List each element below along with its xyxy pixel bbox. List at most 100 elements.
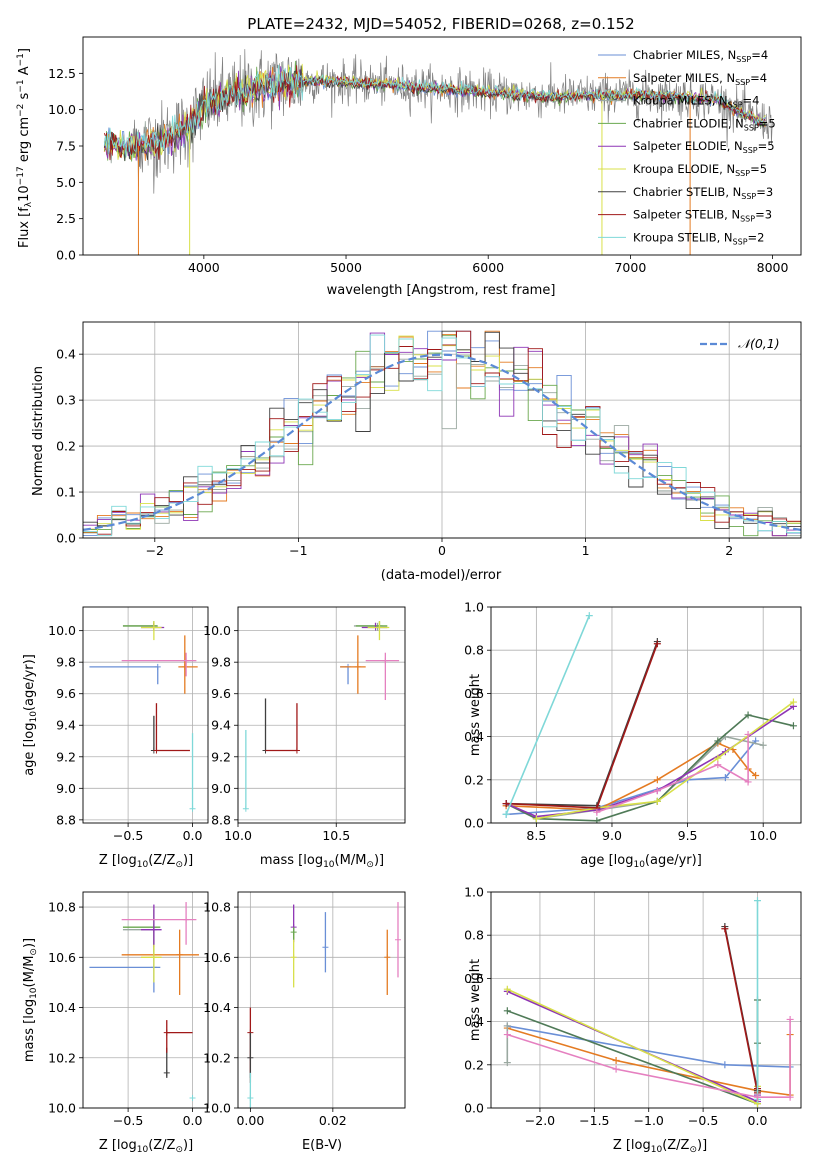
x-tick-label: 4000 xyxy=(188,260,220,275)
error-bar-point xyxy=(361,622,388,631)
mass-weight-series xyxy=(502,612,593,818)
age-vs-z-ylabel: age [log10(age/yr)] xyxy=(22,654,39,776)
x-tick-label: 8.5 xyxy=(526,828,546,843)
y-tick-label: 12.5 xyxy=(48,66,76,81)
residuals-panel: (data-model)/error Normed distribution −… xyxy=(31,321,802,583)
series-point xyxy=(503,985,511,993)
x-tick-label: 0.00 xyxy=(236,1113,264,1128)
error-bar-point xyxy=(353,622,381,631)
massweight-vs-age-panel: age [log10(age/yr)] mass weight 8.5 9.0 9.… xyxy=(464,600,802,870)
spectrum-title: PLATE=2432, MJD=54052, FIBERID=0268, z=0… xyxy=(247,15,634,33)
model-spectrum xyxy=(103,65,766,162)
x-tick-label: 0.0 xyxy=(183,828,203,843)
series-point xyxy=(653,776,661,784)
gaussian-curve xyxy=(83,353,801,531)
y-tick-label: 7.5 xyxy=(56,139,76,154)
residuals-xlabel: (data-model)/error xyxy=(381,568,502,583)
y-tick-label: 1.0 xyxy=(464,600,484,615)
series-point xyxy=(503,1022,511,1030)
y-tick-label: 0.0 xyxy=(56,531,76,546)
y-tick-label: 0.4 xyxy=(464,1014,484,1029)
series-point xyxy=(789,698,797,706)
series-point xyxy=(752,771,760,779)
plot-area xyxy=(83,330,801,537)
series-point xyxy=(502,800,510,808)
x-tick-label: 10.0 xyxy=(224,828,252,843)
point-marker xyxy=(290,954,297,961)
error-bar-point xyxy=(140,621,162,641)
x-tick-label: −0.5 xyxy=(113,1113,143,1128)
plot-area xyxy=(103,49,773,255)
massweight-vs-z-panel: Z [log10(Z/Z⊙)] mass weight −2.0 −1.5 −1.0… xyxy=(464,885,802,1155)
legend-label: Kroupa STELIB, NSSP=2 xyxy=(633,230,764,246)
series-point xyxy=(653,797,661,805)
massweight-vs-z-ylabel: mass weight xyxy=(468,959,483,1041)
y-tick-label: 8.8 xyxy=(211,812,231,827)
series-point xyxy=(503,1007,511,1015)
y-tick-label: 10.8 xyxy=(203,900,231,915)
point-marker xyxy=(247,1094,254,1101)
y-tick-label: 0.8 xyxy=(464,928,484,943)
y-tick-label: 10.2 xyxy=(48,1050,76,1065)
plot-area xyxy=(89,902,199,1101)
y-tick-label: 9.2 xyxy=(56,749,76,764)
mass-weight-series xyxy=(502,638,661,810)
massweight-vs-age-ylabel: mass weight xyxy=(468,674,483,756)
series-line xyxy=(506,643,659,809)
y-tick-label: 0.8 xyxy=(464,643,484,658)
residual-histogram xyxy=(83,334,801,537)
point-marker xyxy=(150,926,157,933)
series-line xyxy=(505,705,794,818)
plot-area xyxy=(247,902,401,1108)
legend-label: Chabrier ELODIE, NSSP=5 xyxy=(633,116,776,132)
y-tick-label: 9.4 xyxy=(56,718,76,733)
legend-label: Kroupa ELODIE, NSSP=5 xyxy=(633,162,767,178)
x-tick-label: 9.5 xyxy=(678,828,698,843)
series-line xyxy=(536,701,794,820)
spectrum-panel: PLATE=2432, MJD=54052, FIBERID=0268, z=0… xyxy=(16,15,802,298)
series-point xyxy=(744,778,752,786)
series-point xyxy=(532,815,540,823)
age-vs-z-panel: Z [log10(Z/Z⊙)] age [log10(age/yr)] −0.5… xyxy=(22,606,209,870)
y-tick-label: 10.6 xyxy=(48,950,76,965)
error-bar-point xyxy=(247,1072,254,1108)
error-bar-point xyxy=(121,652,197,677)
error-bar-point xyxy=(365,652,400,701)
x-tick-label: 5000 xyxy=(330,260,362,275)
mass-weight-series xyxy=(593,730,752,816)
point-marker xyxy=(183,657,190,664)
series-point xyxy=(759,741,767,749)
point-marker xyxy=(354,663,361,670)
error-bar-point xyxy=(367,621,390,641)
series-point xyxy=(721,774,729,782)
y-tick-label: 9.8 xyxy=(211,655,231,670)
plot-area xyxy=(503,897,794,1108)
axes-frame xyxy=(82,891,209,1109)
mass-weight-series xyxy=(503,1015,794,1101)
y-tick-label: 10.4 xyxy=(48,1000,76,1015)
x-tick-label: −1.0 xyxy=(634,1113,664,1128)
y-tick-label: 9.2 xyxy=(211,749,231,764)
point-marker xyxy=(376,624,383,631)
y-tick-label: 0.2 xyxy=(464,772,484,787)
error-bar-point xyxy=(121,929,199,995)
axes-frame xyxy=(82,321,802,539)
point-marker xyxy=(154,663,161,670)
point-marker xyxy=(176,951,183,958)
spectrum-ylabel: Flux [fλ10−17 erg cm−2 s−1 A−1] xyxy=(16,48,34,248)
error-bar-point xyxy=(290,932,297,988)
y-tick-label: 9.0 xyxy=(56,781,76,796)
axes-frame xyxy=(237,891,406,1109)
axes-frame xyxy=(490,606,802,824)
error-bar-point xyxy=(178,635,198,694)
point-marker xyxy=(183,916,190,923)
y-tick-label: 9.0 xyxy=(211,781,231,796)
mass-weight-series xyxy=(502,640,661,812)
point-marker xyxy=(150,954,157,961)
error-bar-point xyxy=(247,1032,254,1078)
series-point xyxy=(744,711,752,719)
series-point xyxy=(653,787,661,795)
legend-label: Kroupa MILES, NSSP=4 xyxy=(633,94,759,110)
x-tick-label: 7000 xyxy=(614,260,646,275)
